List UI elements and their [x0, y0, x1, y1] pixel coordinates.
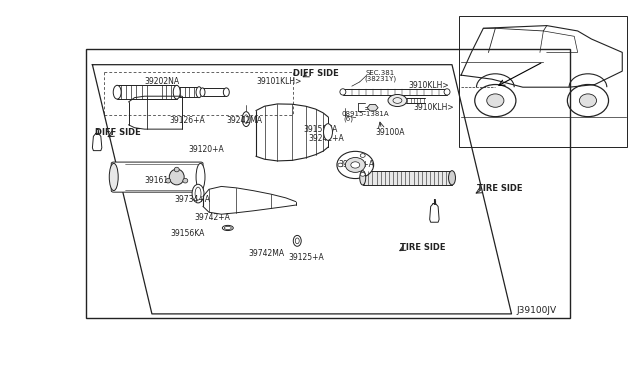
Ellipse shape — [223, 88, 229, 96]
Ellipse shape — [174, 167, 179, 172]
Text: 39161+A: 39161+A — [145, 176, 180, 185]
Text: TIRE SIDE: TIRE SIDE — [477, 184, 522, 193]
Ellipse shape — [360, 171, 365, 185]
Ellipse shape — [338, 163, 343, 167]
Text: 3910KLH>: 3910KLH> — [414, 103, 454, 112]
Text: 39202NA: 39202NA — [145, 77, 180, 86]
Ellipse shape — [293, 235, 301, 246]
Text: 39742MA: 39742MA — [249, 248, 285, 258]
Ellipse shape — [351, 162, 360, 168]
Ellipse shape — [183, 179, 188, 183]
Ellipse shape — [346, 157, 365, 172]
Polygon shape — [367, 105, 378, 111]
Circle shape — [579, 94, 596, 107]
Text: 39242MA: 39242MA — [227, 116, 262, 125]
Text: 39120+A: 39120+A — [188, 145, 224, 154]
Ellipse shape — [340, 89, 346, 95]
Ellipse shape — [196, 163, 205, 190]
Text: 39234+A: 39234+A — [338, 160, 374, 169]
Text: J39100JV: J39100JV — [516, 306, 557, 315]
Ellipse shape — [360, 173, 365, 176]
Text: 39734+A: 39734+A — [174, 195, 210, 204]
Text: (6): (6) — [343, 116, 353, 122]
Text: DIFF SIDE: DIFF SIDE — [95, 128, 141, 137]
Ellipse shape — [200, 88, 205, 96]
Text: 39125+A: 39125+A — [288, 253, 324, 262]
Ellipse shape — [196, 87, 202, 97]
Text: 39742+A: 39742+A — [194, 214, 230, 222]
Text: 3910KLH>: 3910KLH> — [408, 81, 449, 90]
Circle shape — [487, 94, 504, 107]
FancyBboxPatch shape — [363, 171, 452, 185]
Ellipse shape — [113, 85, 121, 99]
Text: 39156KA: 39156KA — [170, 229, 205, 238]
Text: 39242+A: 39242+A — [308, 134, 344, 143]
Ellipse shape — [173, 85, 180, 99]
Ellipse shape — [222, 225, 233, 231]
Text: 08915-1381A: 08915-1381A — [341, 111, 389, 117]
Text: SEC.381: SEC.381 — [365, 70, 394, 76]
Ellipse shape — [324, 124, 332, 140]
Ellipse shape — [169, 169, 184, 185]
Text: (38231Y): (38231Y) — [365, 75, 397, 82]
Ellipse shape — [388, 94, 407, 106]
Ellipse shape — [109, 163, 118, 190]
Ellipse shape — [192, 184, 204, 203]
Text: 39155KA: 39155KA — [303, 125, 337, 134]
Ellipse shape — [242, 112, 250, 126]
Ellipse shape — [337, 151, 374, 179]
Text: DIFF SIDE: DIFF SIDE — [293, 69, 339, 78]
Ellipse shape — [449, 171, 456, 185]
Text: 39101KLH>: 39101KLH> — [256, 77, 301, 86]
Text: 39100A: 39100A — [375, 128, 404, 137]
FancyBboxPatch shape — [111, 162, 203, 192]
Ellipse shape — [360, 154, 365, 157]
Ellipse shape — [166, 179, 171, 183]
Ellipse shape — [444, 89, 450, 95]
Text: 39126+A: 39126+A — [169, 116, 205, 125]
Text: TIRE SIDE: TIRE SIDE — [400, 243, 445, 252]
